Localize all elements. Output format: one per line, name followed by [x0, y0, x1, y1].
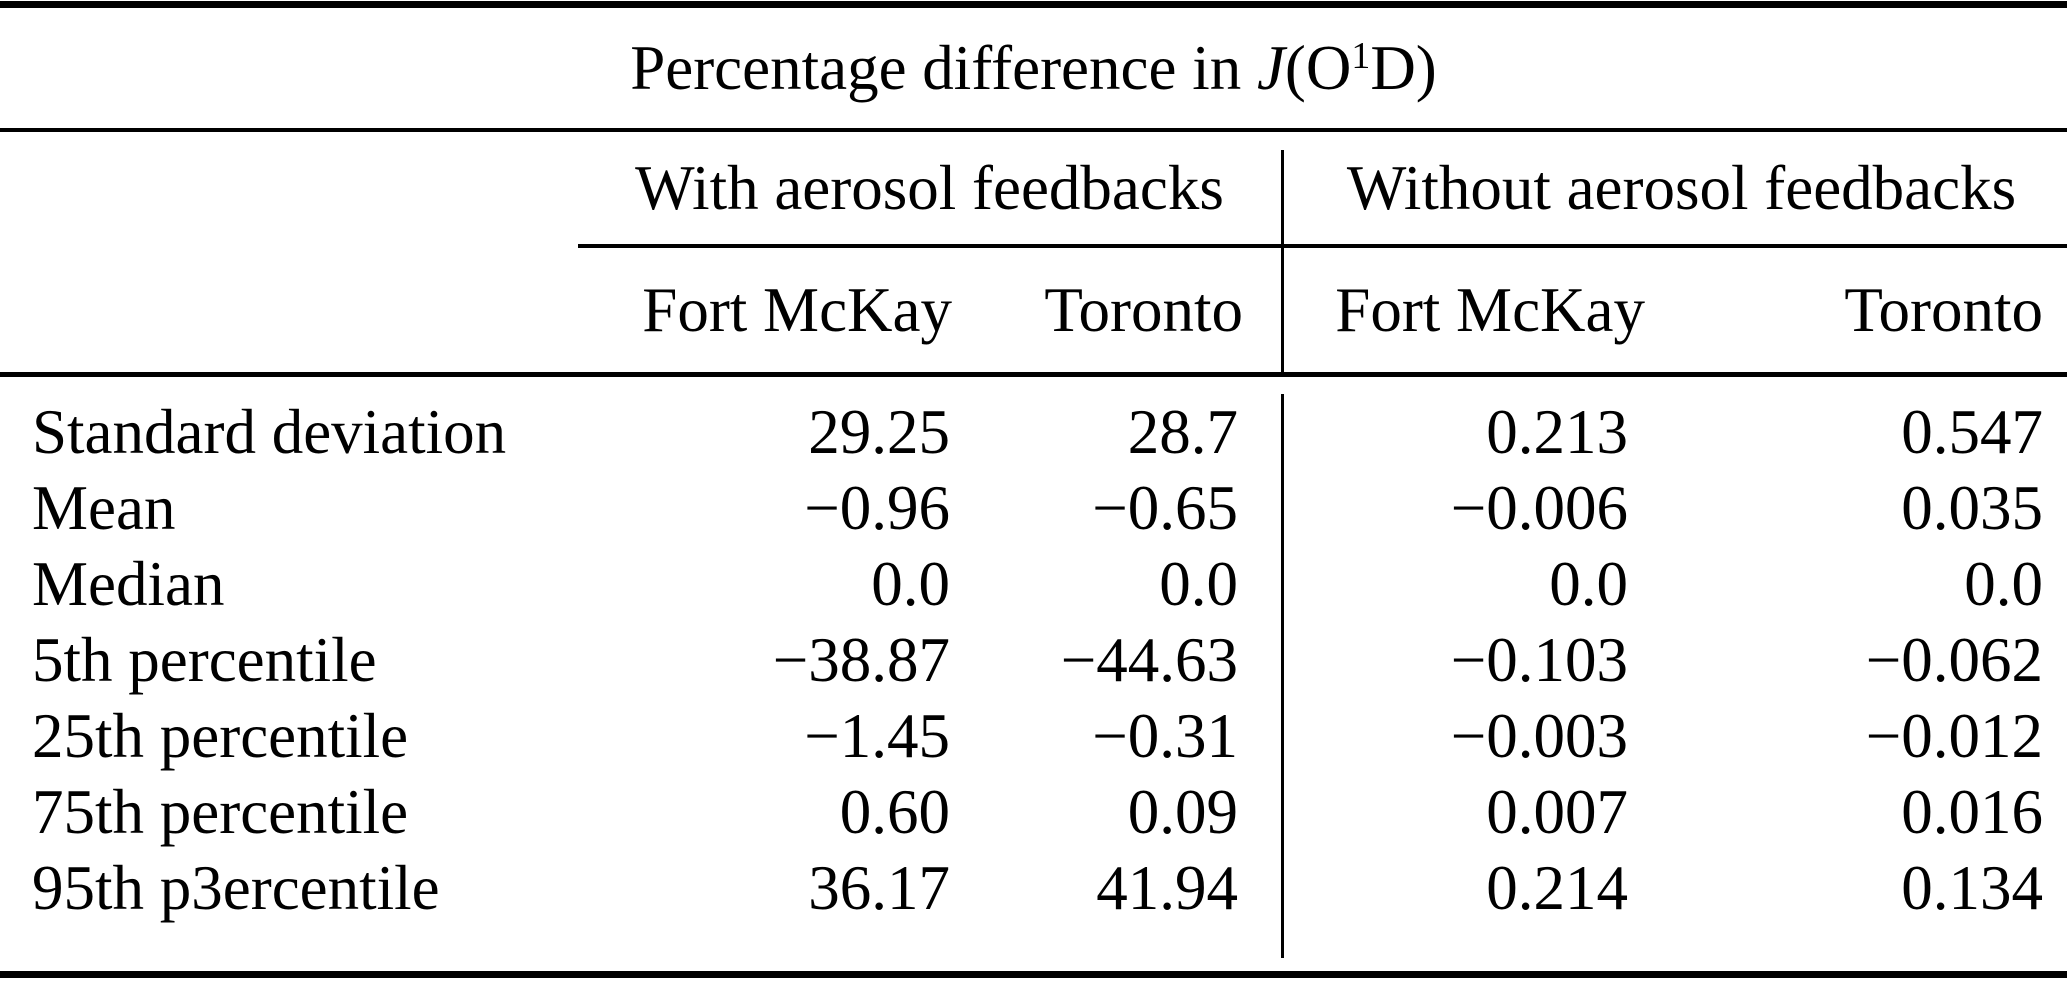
cell-without-fort-mckay: 0.213: [1486, 397, 1628, 467]
cell-without-fort-mckay: −0.003: [1450, 701, 1628, 771]
column-header-with-toronto: Toronto: [1044, 275, 1243, 345]
cell-without-fort-mckay: −0.103: [1450, 625, 1628, 695]
title-underline-rule: [0, 128, 2067, 132]
cell-without-fort-mckay: −0.006: [1450, 473, 1628, 543]
table-body: Standard deviation 29.25 28.7 0.213 0.54…: [0, 394, 2067, 926]
group-header-underline-rule: [578, 244, 2067, 248]
cell-without-toronto: 0.547: [1901, 397, 2043, 467]
table-row-75th-percentile: 75th percentile 0.60 0.09 0.007 0.016: [0, 774, 2067, 850]
cell-with-toronto: −0.31: [1092, 701, 1238, 771]
cell-with-fort-mckay: −1.45: [804, 701, 950, 771]
cell-without-toronto: 0.134: [1901, 853, 2043, 923]
cell-without-fort-mckay: 0.0: [1549, 549, 1628, 619]
row-label: Mean: [32, 473, 176, 543]
cell-without-toronto: 0.0: [1964, 549, 2043, 619]
header-body-separator-rule: [0, 372, 2067, 377]
title-superscript: 1: [1351, 35, 1371, 78]
cell-with-fort-mckay: −0.96: [804, 473, 950, 543]
column-group-header-row: With aerosol feedbacks Without aerosol f…: [0, 132, 2067, 244]
cell-with-toronto: −44.63: [1060, 625, 1238, 695]
cell-with-toronto: 0.09: [1127, 777, 1238, 847]
table-row-mean: Mean −0.96 −0.65 −0.006 0.035: [0, 470, 2067, 546]
column-divider-body: [1281, 394, 1284, 958]
cell-with-toronto: 0.0: [1159, 549, 1238, 619]
group-header-without-aerosol: Without aerosol feedbacks: [1346, 153, 2017, 223]
cell-with-fort-mckay: 36.17: [808, 853, 950, 923]
title-d-part: D): [1370, 33, 1437, 103]
table-title: Percentage difference in J(O1D): [0, 8, 2067, 128]
cell-with-toronto: 41.94: [1096, 853, 1238, 923]
row-label: 95th p3ercentile: [32, 853, 440, 923]
table-row-median: Median 0.0 0.0 0.0 0.0: [0, 546, 2067, 622]
cell-with-toronto: 28.7: [1127, 397, 1238, 467]
table-top-rule: [0, 1, 2067, 8]
column-header-without-toronto: Toronto: [1844, 275, 2043, 345]
row-label: Median: [32, 549, 225, 619]
cell-without-toronto: −0.062: [1865, 625, 2043, 695]
column-header-without-fort-mckay: Fort McKay: [1335, 275, 1645, 345]
table-bottom-rule: [0, 971, 2067, 978]
row-label: 5th percentile: [32, 625, 377, 695]
stub-column-spacer: [0, 132, 578, 244]
column-divider-header: [1281, 150, 1284, 372]
row-label: 25th percentile: [32, 701, 409, 771]
cell-with-fort-mckay: −38.87: [772, 625, 950, 695]
title-text: Percentage difference in: [630, 33, 1242, 103]
cell-with-fort-mckay: 29.25: [808, 397, 950, 467]
table-row-standard-deviation: Standard deviation 29.25 28.7 0.213 0.54…: [0, 394, 2067, 470]
table-row-95th-percentile: 95th p3ercentile 36.17 41.94 0.214 0.134: [0, 850, 2067, 926]
row-label: Standard deviation: [32, 397, 507, 467]
title-j-symbol: J: [1256, 33, 1285, 103]
column-header-with-fort-mckay: Fort McKay: [642, 275, 952, 345]
group-header-with-aerosol: With aerosol feedbacks: [635, 153, 1224, 223]
cell-without-fort-mckay: 0.214: [1486, 853, 1628, 923]
cell-without-toronto: 0.035: [1901, 473, 2043, 543]
row-label: 75th percentile: [32, 777, 409, 847]
cell-with-fort-mckay: 0.60: [839, 777, 950, 847]
cell-with-toronto: −0.65: [1092, 473, 1238, 543]
column-header-row: Fort McKay Toronto Fort McKay Toronto: [0, 248, 2067, 372]
cell-without-toronto: 0.016: [1901, 777, 2043, 847]
cell-with-fort-mckay: 0.0: [871, 549, 950, 619]
cell-without-toronto: −0.012: [1865, 701, 2043, 771]
table-row-5th-percentile: 5th percentile −38.87 −44.63 −0.103 −0.0…: [0, 622, 2067, 698]
stub-column-spacer: [0, 248, 525, 372]
table-row-25th-percentile: 25th percentile −1.45 −0.31 −0.003 −0.01…: [0, 698, 2067, 774]
title-o-part: (O: [1284, 33, 1352, 103]
cell-without-fort-mckay: 0.007: [1486, 777, 1628, 847]
